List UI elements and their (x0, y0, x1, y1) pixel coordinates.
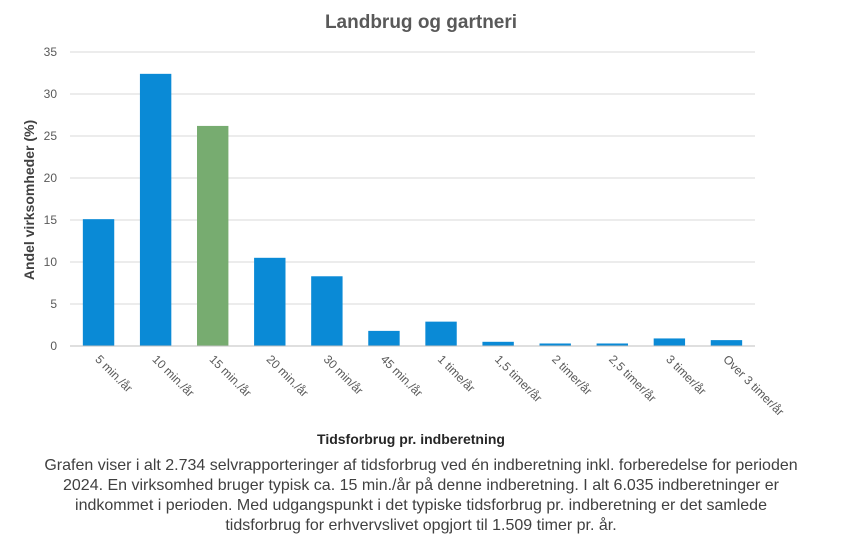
x-tick-label: 5 min./år (92, 352, 135, 395)
x-tick-label: 20 min./år (264, 352, 312, 400)
x-axis-ticks: 5 min./år 10 min./år 15 min./år 20 min./år 3… (92, 352, 786, 418)
y-tick-label: 30 (44, 87, 58, 101)
x-tick-label: 1 time/år (435, 352, 478, 395)
bar (368, 330, 400, 346)
bar (596, 343, 628, 346)
bar (539, 343, 571, 346)
bar-chart: 0 5 10 15 20 25 30 35 5 min./år 10 min./år 15 min… (44, 45, 787, 419)
x-tick-label: Over 3 timer/år (720, 352, 786, 418)
chart-caption: Grafen viser i alt 2.734 selvrapporterin… (44, 457, 798, 534)
x-tick-label: 1,5 timer/år (492, 352, 545, 405)
bar (653, 338, 686, 346)
bar (197, 125, 229, 346)
bars (82, 73, 743, 346)
y-tick-label: 15 (44, 213, 58, 227)
bar (139, 73, 172, 346)
bar (425, 321, 457, 346)
x-tick-label: 30 min/år (321, 352, 366, 397)
y-axis-label: Andel virksomheder (%) (21, 119, 37, 281)
bar (311, 276, 343, 346)
x-axis-label: Tidsforbrug pr. indberetning (317, 431, 505, 447)
y-tick-label: 5 (50, 297, 57, 311)
x-tick-label: 3 timer/år (663, 352, 709, 398)
bar (82, 219, 115, 346)
bar (254, 257, 286, 346)
y-axis-ticks: 0 5 10 15 20 25 30 35 (44, 45, 58, 353)
chart-title: Landbrug og gartneri (324, 12, 518, 33)
y-tick-label: 0 (50, 339, 57, 353)
x-tick-label: 15 min./år (207, 352, 255, 400)
bar (482, 341, 514, 346)
bar (710, 340, 743, 346)
gridlines (70, 51, 755, 305)
x-tick-label: 2 timer/år (549, 352, 595, 398)
x-tick-label: 10 min./år (150, 352, 198, 400)
y-tick-label: 25 (44, 129, 58, 143)
x-tick-label: 45 min./år (378, 352, 426, 400)
x-tick-label: 2,5 timer/år (606, 352, 659, 405)
y-tick-label: 20 (44, 171, 58, 185)
y-tick-label: 35 (44, 45, 58, 59)
y-tick-label: 10 (44, 255, 58, 269)
